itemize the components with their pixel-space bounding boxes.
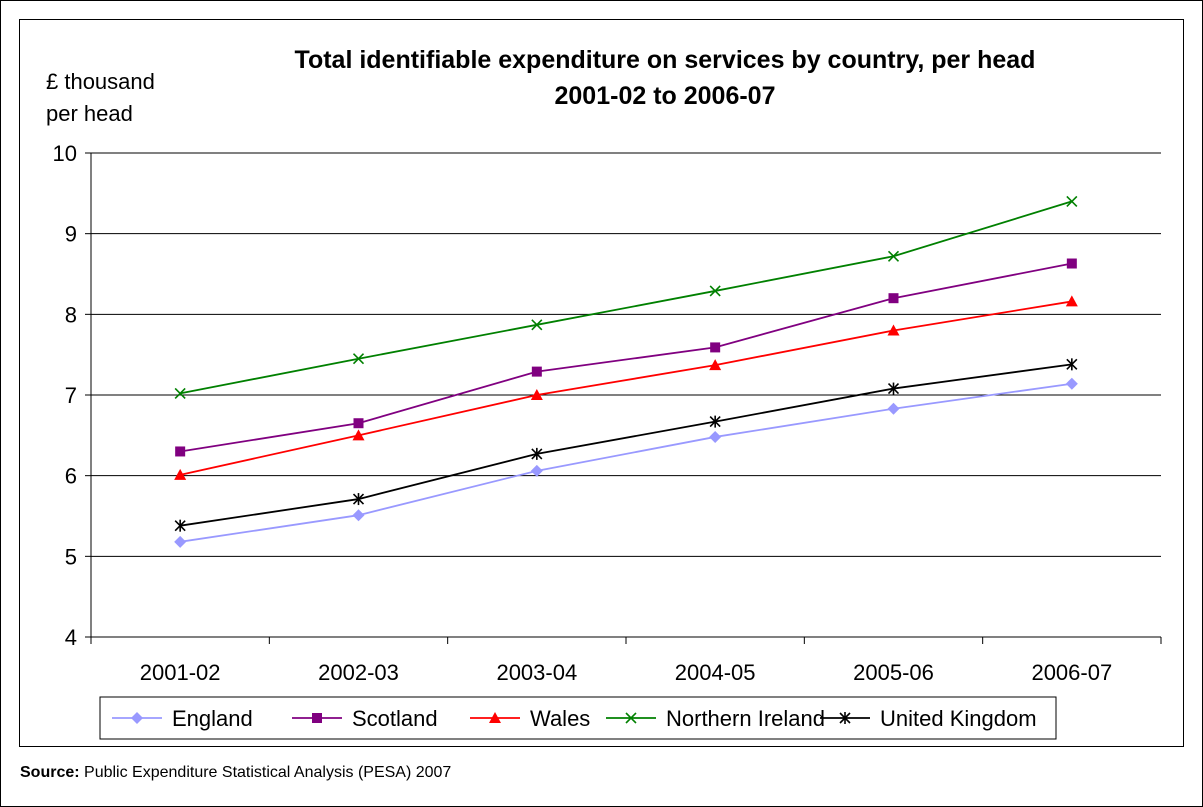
series-line-wales (179, 300, 1072, 476)
chart-frame (19, 19, 1184, 747)
series-united-kingdom (174, 358, 1078, 532)
y-axis-unit-line-1: £ thousand (46, 69, 155, 94)
data-point-england (530, 464, 543, 477)
data-point-scotland (353, 418, 364, 429)
data-point-scotland (710, 342, 721, 353)
y-tick-label: 6 (65, 464, 77, 489)
marker-stroke (531, 319, 543, 331)
x-tick-label: 2002-03 (318, 660, 399, 685)
marker-stroke (352, 353, 365, 365)
y-tick-label: 8 (65, 302, 77, 327)
y-tick-label: 10 (53, 141, 77, 166)
series-line-northern-ireland (179, 200, 1073, 395)
data-point-united-kingdom (174, 519, 186, 532)
legend-label: United Kingdom (880, 706, 1037, 731)
y-axis-unit-line-2: per head (46, 101, 133, 126)
data-point-northern-ireland (1066, 195, 1078, 207)
series-england (174, 377, 1078, 548)
series-scotland (175, 258, 1077, 457)
legend-item-northern-ireland: Northern Ireland (606, 706, 825, 731)
source-text: Public Expenditure Statistical Analysis … (84, 764, 452, 781)
legend-swatch-marker (312, 713, 322, 723)
legend-label: Northern Ireland (666, 706, 825, 731)
marker-stroke (887, 250, 900, 262)
series-northern-ireland (174, 195, 1078, 399)
legend: England Scotland Wales Northern Ireland Unit… (99, 696, 1057, 740)
line-chart: 4 5 6 7 8 9 10 2001-02 2002-03 2003-04 2004-05 2005… (53, 141, 1162, 740)
legend-label: Scotland (352, 706, 438, 731)
data-point-wales (887, 324, 900, 336)
y-tick-label: 4 (65, 625, 77, 650)
chart-title: Total identifiable expenditure on servic… (200, 42, 1130, 114)
y-axis-unit-label: £ thousand per head (46, 66, 155, 130)
legend-item-united-kingdom: United Kingdom (820, 706, 1037, 731)
legend-swatch-marker (839, 712, 851, 724)
legend-swatch-marker (625, 712, 637, 724)
gridlines (91, 152, 1161, 557)
data-point-scotland (175, 446, 186, 457)
data-point-northern-ireland (709, 285, 721, 297)
series-wales (174, 295, 1078, 480)
data-point-scotland (531, 366, 542, 377)
legend-label: Wales (530, 706, 590, 731)
series-line-scotland (180, 262, 1073, 453)
legend-swatch-marker (131, 712, 143, 724)
chart-title-line: Total identifiable expenditure on servic… (294, 46, 1036, 74)
legend-item-scotland: Scotland (292, 706, 438, 731)
data-point-united-kingdom (709, 415, 721, 428)
data-point-northern-ireland (352, 353, 365, 365)
data-point-england (887, 402, 900, 415)
source-label: Source: (20, 764, 80, 781)
data-point-england (709, 430, 722, 443)
x-tick-label: 2004-05 (675, 660, 756, 685)
data-point-england (352, 509, 365, 522)
data-point-england (1065, 377, 1078, 390)
data-point-united-kingdom (1066, 358, 1078, 371)
marker-stroke (1066, 195, 1078, 207)
x-tick-label: 2003-04 (496, 660, 577, 685)
data-point-northern-ireland (174, 387, 186, 399)
data-point-wales (174, 468, 187, 480)
marker-stroke (709, 285, 721, 297)
data-point-england (174, 535, 187, 548)
x-tick-label: 2006-07 (1031, 660, 1112, 685)
data-point-united-kingdom (352, 493, 365, 506)
legend-box (99, 696, 1057, 740)
data-point-scotland (1066, 258, 1077, 269)
x-tick-label: 2001-02 (140, 660, 221, 685)
x-tick-label: 2005-06 (853, 660, 934, 685)
data-point-wales (530, 389, 543, 400)
data-point-northern-ireland (531, 319, 543, 331)
data-point-wales (1065, 295, 1078, 307)
marker-stroke (625, 712, 637, 724)
data-point-wales (352, 429, 365, 441)
legend-item-england: England (112, 706, 253, 731)
y-tick-label: 5 (65, 544, 77, 569)
axes: 4 5 6 7 8 9 10 2001-02 2002-03 2003-04 2004-05 2005… (53, 141, 1162, 685)
source-note: Source: Public Expenditure Statistical A… (20, 764, 451, 782)
data-point-scotland (888, 293, 899, 304)
y-tick-label: 7 (65, 383, 77, 408)
legend-item-wales: Wales (470, 706, 590, 731)
data-point-wales (709, 359, 722, 371)
legend-swatch-marker (489, 712, 501, 723)
marker-stroke (174, 387, 186, 399)
data-point-united-kingdom (531, 447, 543, 460)
data-point-northern-ireland (887, 250, 900, 262)
series-lines (174, 195, 1078, 548)
series-line-united-kingdom (180, 363, 1072, 527)
chart-subtitle-line: 2001-02 to 2006-07 (554, 82, 776, 110)
series-line-england (180, 382, 1072, 543)
data-point-united-kingdom (887, 382, 900, 395)
legend-label: England (172, 706, 253, 731)
y-tick-label: 9 (65, 222, 77, 247)
